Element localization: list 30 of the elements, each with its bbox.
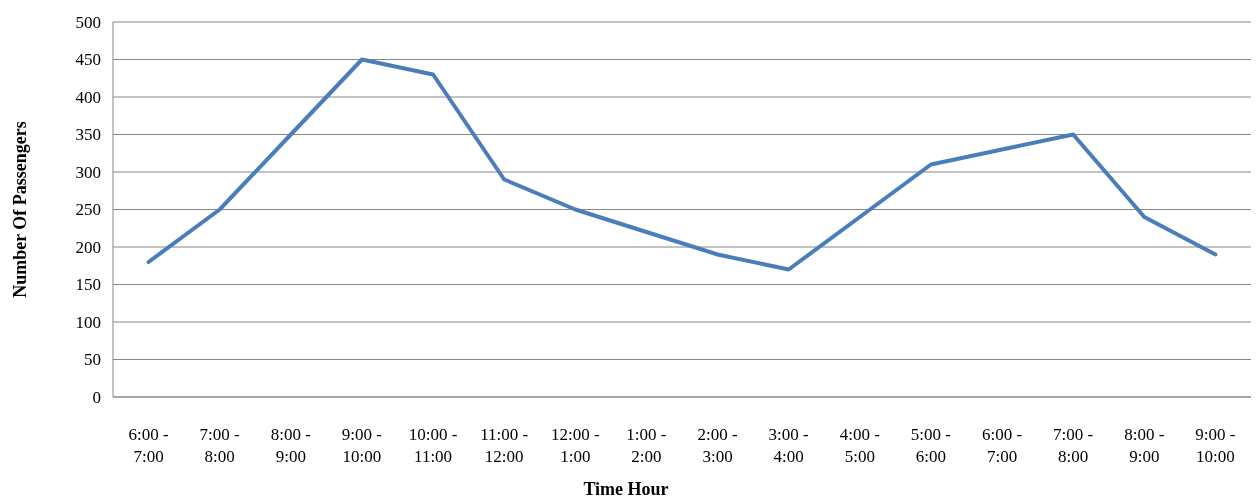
- y-tick-label: 100: [75, 312, 101, 332]
- x-tick-label: 4:00 - 5:00: [839, 425, 881, 466]
- x-tick-label: 8:00 - 9:00: [270, 425, 312, 466]
- y-tick-label: 450: [75, 50, 101, 70]
- x-tick-label: 6:00 - 7:00: [981, 425, 1023, 466]
- y-tick-label: 0: [92, 387, 101, 407]
- y-tick-label: 500: [75, 12, 101, 32]
- line-series: [146, 57, 1218, 272]
- y-tick-label: 400: [75, 87, 101, 107]
- x-tick-label: 11:00 - 12:00: [480, 425, 529, 466]
- y-axis-title: Number Of Passengers: [10, 121, 30, 298]
- x-tick-label: 7:00 - 8:00: [1053, 425, 1094, 466]
- x-tick-label: 2:00 - 3:00: [697, 425, 738, 466]
- x-tick-label: 6:00 - 7:00: [128, 425, 169, 466]
- y-tick-label: 150: [75, 275, 101, 295]
- y-tick-label: 250: [75, 200, 101, 220]
- x-tick-label: 5:00 - 6:00: [910, 425, 952, 466]
- y-tick-label: 350: [75, 125, 101, 145]
- y-tick-label: 50: [84, 350, 101, 370]
- x-tick-label: 8:00 - 9:00: [1124, 425, 1165, 466]
- x-tick-label: 1:00 - 2:00: [626, 425, 667, 466]
- x-tick-label: 10:00 - 11:00: [408, 425, 458, 466]
- x-tick-label: 12:00 - 1:00: [550, 425, 600, 466]
- x-axis-title: Time Hour: [583, 479, 669, 497]
- y-tick-label: 300: [75, 162, 101, 182]
- y-tick-label: 200: [75, 237, 101, 257]
- x-tick-label: 9:00 - 10:00: [1195, 425, 1236, 466]
- x-tick-label: 7:00 - 8:00: [199, 425, 241, 466]
- x-tick-label: 9:00 - 10:00: [341, 425, 383, 466]
- x-tick-label: 3:00 - 4:00: [768, 425, 810, 466]
